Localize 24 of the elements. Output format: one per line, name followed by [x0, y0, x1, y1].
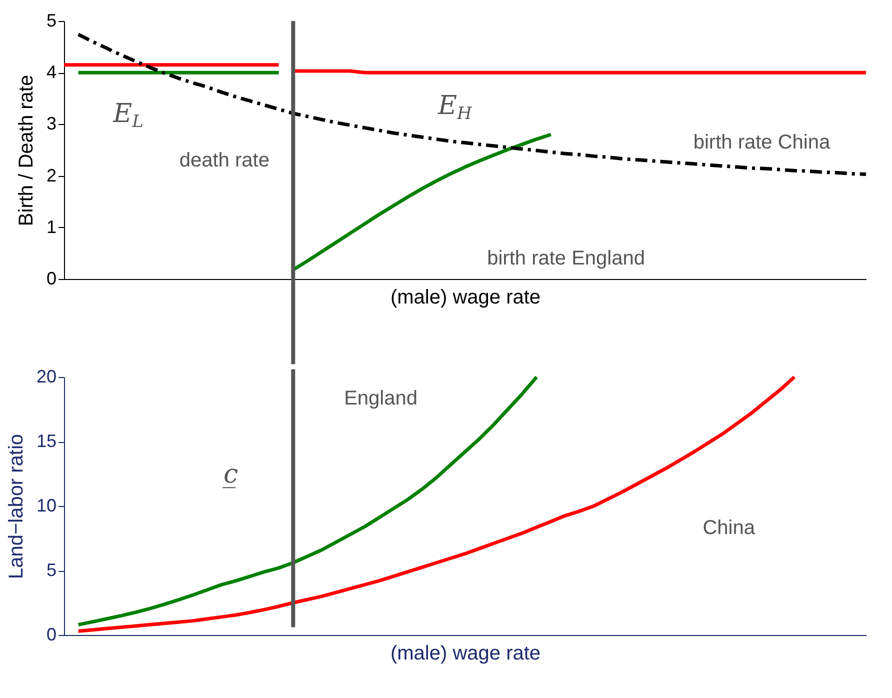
annotation: c̲: [222, 459, 239, 490]
annotation: birth rate China: [693, 131, 831, 154]
y-tick-label: 4: [46, 62, 56, 82]
line-series: [76, 32, 868, 176]
y-tick-label: 10: [36, 496, 56, 516]
x-axis-title: (male) wage rate: [390, 286, 541, 308]
y-tick-label: 20: [36, 366, 56, 386]
y-axis-title: Birth / Death rate: [15, 74, 38, 226]
y-axis-title: Land−labor ratio: [5, 434, 28, 580]
y-tick-label: 15: [36, 431, 56, 451]
x-axis-title: (male) wage rate: [390, 642, 541, 664]
annotation: England: [344, 387, 418, 410]
y-tick-label: 0: [46, 624, 56, 644]
annotation: birth rate England: [487, 247, 645, 270]
annotation: death rate: [179, 149, 270, 172]
line-series: [76, 375, 796, 633]
y-tick-label: 3: [46, 114, 56, 134]
y-tick-label: 2: [46, 165, 56, 186]
y-tick-label: 1: [46, 216, 56, 237]
annotation: China: [702, 516, 756, 539]
y-tick-label: 5: [46, 560, 56, 580]
y-tick-label: 5: [46, 10, 56, 30]
line-series: [76, 375, 538, 626]
y-tick-label: 0: [46, 268, 56, 288]
